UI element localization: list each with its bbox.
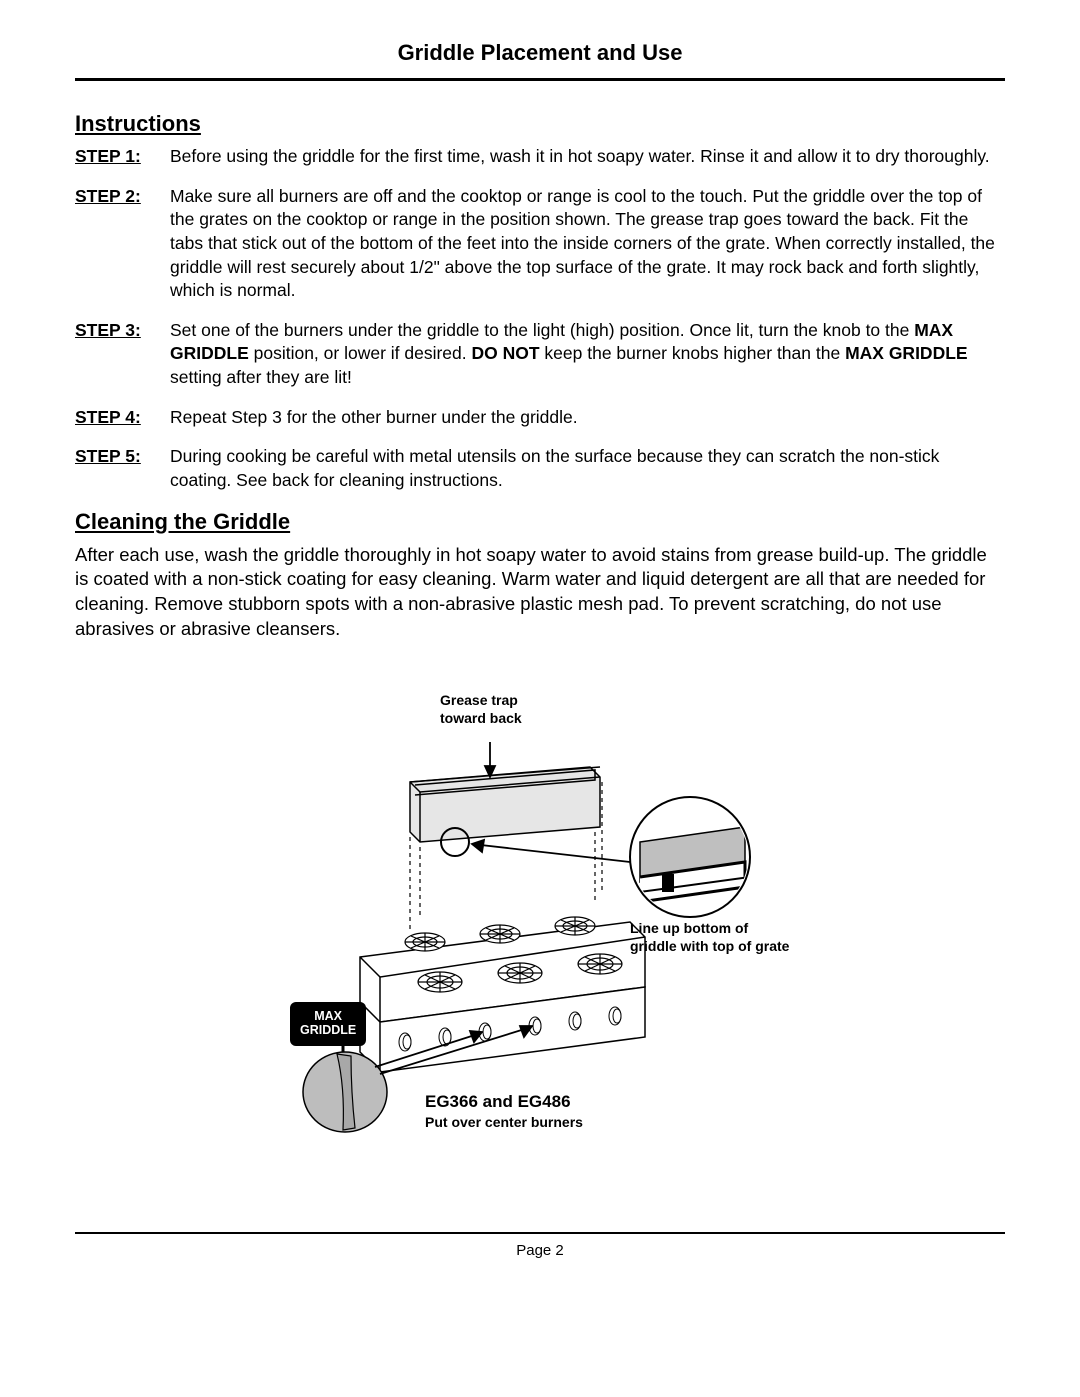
page-footer: Page 2 (75, 1232, 1005, 1259)
instructions-heading: Instructions (75, 111, 1005, 137)
step-text: During cooking be careful with metal ute… (170, 445, 1005, 492)
step-label: STEP 5: (75, 445, 170, 492)
sub-caption: Put over center burners (425, 1114, 583, 1130)
grease-trap-label: Grease traptoward back (440, 692, 522, 727)
step-label: STEP 3: (75, 319, 170, 390)
step-text: Make sure all burners are off and the co… (170, 185, 1005, 303)
step-row: STEP 4: Repeat Step 3 for the other burn… (75, 406, 1005, 430)
step-row: STEP 1: Before using the griddle for the… (75, 145, 1005, 169)
step-label: STEP 1: (75, 145, 170, 169)
steps-list: STEP 1: Before using the griddle for the… (75, 145, 1005, 493)
step-label: STEP 2: (75, 185, 170, 303)
step-text: Repeat Step 3 for the other burner under… (170, 406, 1005, 430)
step-label: STEP 4: (75, 406, 170, 430)
step-text: Before using the griddle for the first t… (170, 145, 1005, 169)
figure: Grease traptoward back Line up bottom of… (290, 682, 790, 1162)
model-caption: EG366 and EG486 (425, 1092, 571, 1112)
cleaning-text: After each use, wash the griddle thoroug… (75, 543, 1005, 643)
step-row: STEP 2: Make sure all burners are off an… (75, 185, 1005, 303)
max-griddle-badge: MAXGRIDDLE (290, 1002, 366, 1046)
step-text: Set one of the burners under the griddle… (170, 319, 1005, 390)
step-row: STEP 3: Set one of the burners under the… (75, 319, 1005, 390)
cleaning-heading: Cleaning the Griddle (75, 509, 1005, 535)
page-title: Griddle Placement and Use (75, 40, 1005, 81)
lineup-label: Line up bottom ofgriddle with top of gra… (630, 920, 800, 955)
step-row: STEP 5: During cooking be careful with m… (75, 445, 1005, 492)
